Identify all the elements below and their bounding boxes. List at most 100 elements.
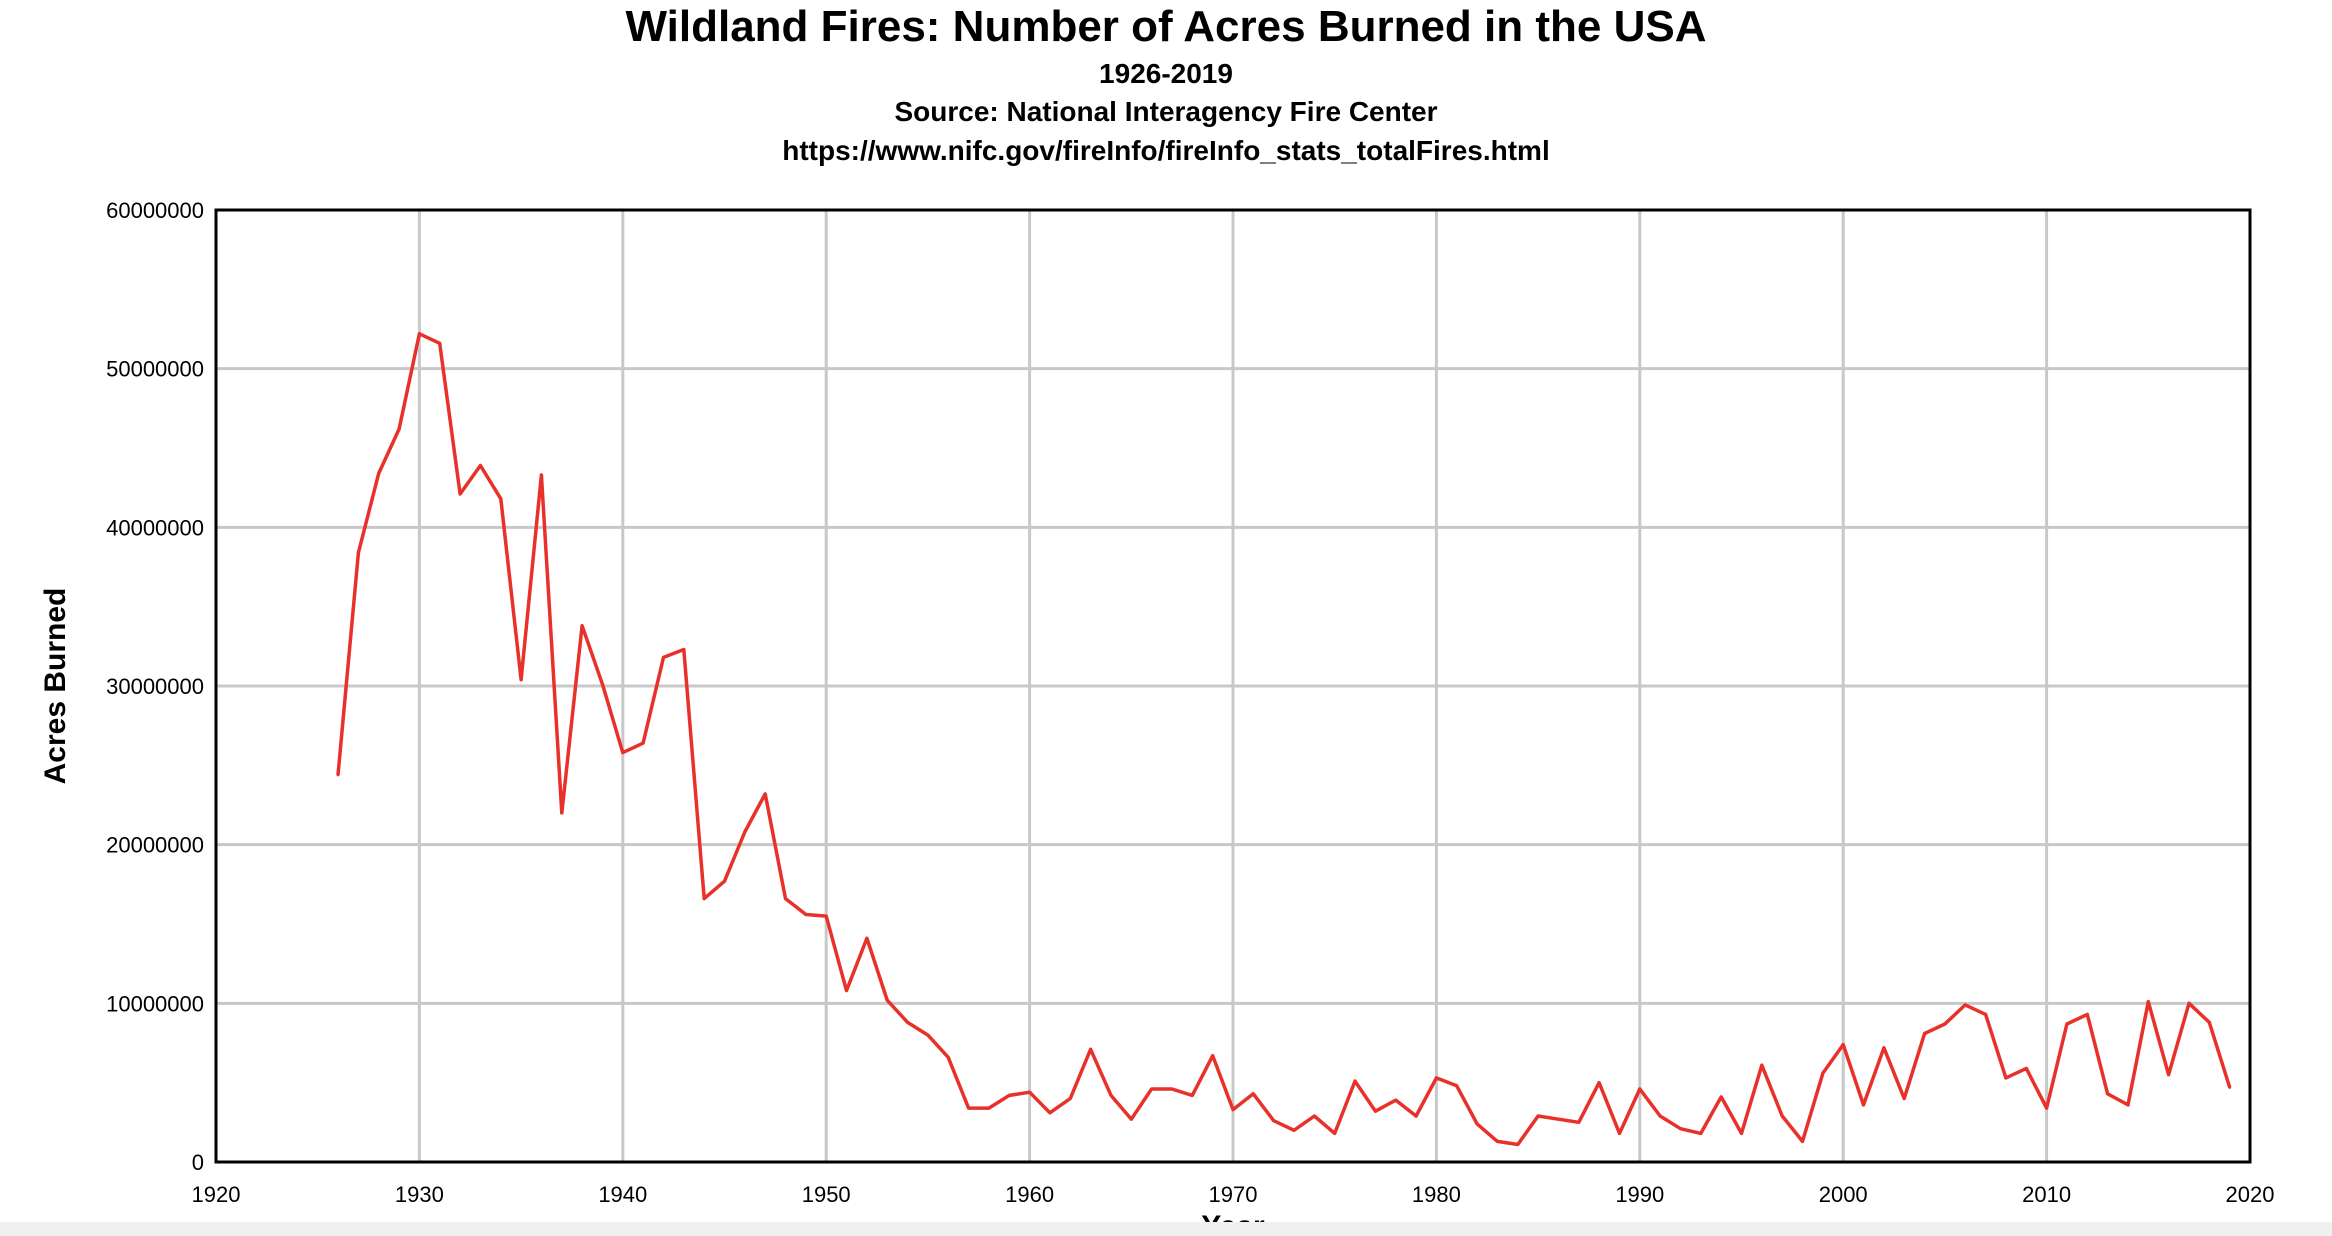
data-point [1536,1114,1540,1118]
data-point [1597,1081,1601,1085]
data-point [2085,1012,2089,1016]
data-point [580,624,584,628]
y-tick-label: 10000000 [106,991,204,1016]
x-tick-label: 1980 [1412,1182,1461,1207]
x-tick-label: 2000 [1819,1182,1868,1207]
data-point [478,463,482,467]
x-tick-label: 1950 [802,1182,851,1207]
y-tick-label: 60000000 [106,198,204,223]
chart-subtitle-source: Source: National Interagency Fire Center [894,96,1438,127]
data-point [1699,1131,1703,1135]
data-point [1028,1090,1032,1094]
data-point [661,655,665,659]
data-point [1841,1043,1845,1047]
data-point [1495,1139,1499,1143]
data-point [926,1033,930,1037]
data-point [1617,1131,1621,1135]
data-point [336,773,340,777]
data-point [1394,1098,1398,1102]
data-point [682,648,686,652]
data-point [397,427,401,431]
data-point [967,1106,971,1110]
x-tick-label: 1920 [192,1182,241,1207]
data-point [2228,1085,2232,1089]
chart-subtitle-years: 1926-2019 [1099,58,1233,89]
tick-labels: 1920 1930 1940 1950 1960 1970 1980 1990 2000 2010… [106,198,2274,1207]
data-point [1963,1003,1967,1007]
data-point [1272,1119,1276,1123]
window-bottom-strip [0,1222,2332,1236]
data-point [1333,1131,1337,1135]
data-point [1211,1054,1215,1058]
data-point [1740,1131,1743,1135]
data-point [1780,1114,1784,1118]
y-tick-label: 40000000 [106,515,204,540]
data-point [865,936,869,940]
data-point [1170,1087,1174,1091]
data-point [2167,1073,2171,1077]
x-tick-label: 2010 [2022,1182,2071,1207]
data-point [824,914,828,918]
data-point [1089,1047,1093,1051]
data-point [1801,1139,1805,1143]
data-point [2106,1092,2110,1096]
y-tick-label: 0 [192,1150,204,1175]
data-point [2207,1020,2211,1024]
data-point [356,551,360,555]
data-point [499,497,503,501]
data-point [1678,1127,1682,1131]
data-point [2024,1066,2028,1070]
data-point [377,471,381,475]
data-point [641,741,645,745]
data-point [1312,1114,1316,1118]
grid-lines [214,208,2252,1164]
data-point [1150,1087,1154,1091]
data-point [2187,1001,2191,1005]
data-point [1353,1079,1357,1083]
data-point [1638,1087,1642,1091]
data-point [987,1106,991,1110]
data-point [2004,1076,2008,1080]
data-point [1923,1031,1927,1035]
x-tick-label: 1960 [1005,1182,1054,1207]
data-point [600,682,604,686]
data-point [1658,1114,1662,1118]
data-point [519,678,523,682]
data-point [1434,1076,1438,1080]
data-point [845,989,849,993]
data-point [1190,1093,1194,1097]
data-point [906,1020,910,1024]
y-tick-label: 30000000 [106,674,204,699]
data-point [1007,1093,1011,1097]
data-point [1516,1143,1520,1147]
chart-subtitle-url: https://www.nifc.gov/fireInfo/fireInfo_s… [782,135,1550,166]
data-point [1902,1097,1906,1101]
data-point [784,897,788,901]
x-tick-label: 1940 [598,1182,647,1207]
data-point [1048,1111,1052,1115]
series-layer [336,332,2232,1147]
data-point [438,341,442,345]
acres-burned-line [336,332,2232,1147]
data-point [1475,1122,1479,1126]
data-point [1984,1012,1988,1016]
data-point [1373,1109,1377,1113]
y-tick-label: 20000000 [106,833,204,858]
data-point [885,998,889,1002]
data-point [1862,1103,1866,1107]
data-point [2146,1000,2150,1004]
plot-frame [214,208,2252,1164]
data-point [1129,1117,1133,1121]
data-point [1455,1084,1459,1088]
x-tick-label: 1970 [1209,1182,1258,1207]
data-point [621,751,625,755]
data-point [1719,1095,1723,1099]
data-point [2045,1106,2049,1110]
data-point [1109,1093,1113,1097]
data-point [1821,1071,1825,1075]
data-point [1882,1046,1886,1050]
data-point [702,897,706,901]
y-axis-label: Acres Burned [39,588,72,785]
x-tick-label: 2020 [2226,1182,2275,1207]
